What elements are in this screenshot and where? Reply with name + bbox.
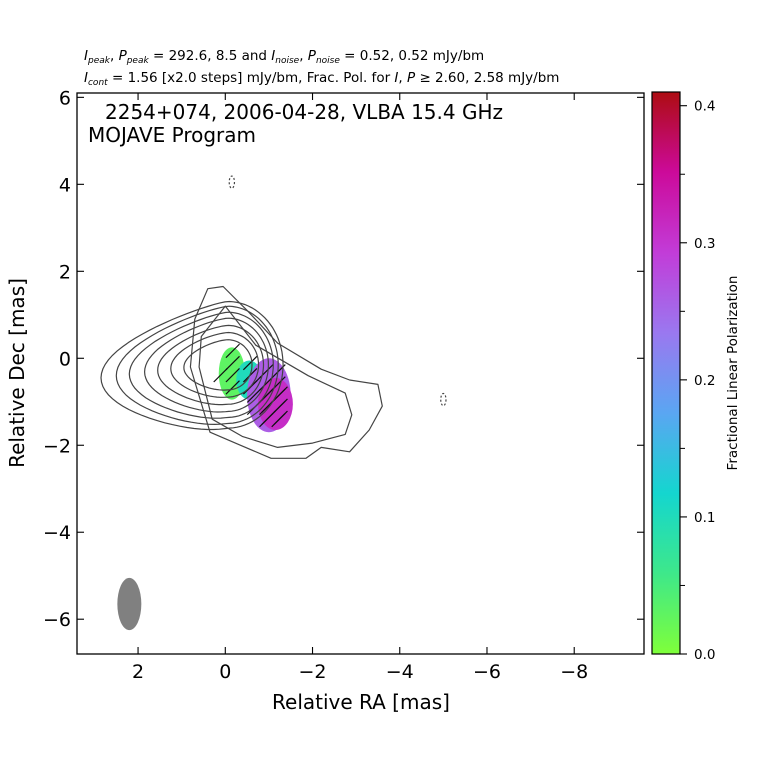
plot-area	[100, 175, 447, 631]
colorbar-tick-label: 0.2	[694, 373, 715, 389]
y-tick-label: 2	[59, 261, 71, 283]
y-tick-label: −6	[43, 609, 71, 631]
x-tick-label: 0	[219, 661, 231, 683]
evpa-stick	[225, 343, 240, 359]
evpa-stick	[225, 368, 240, 383]
x-tick-label: −2	[299, 661, 327, 683]
evpa-stick	[273, 386, 288, 401]
y-axis: 6 4 2 0 −2 −4 −6	[43, 87, 644, 631]
colorbar-tick-label: 0.1	[694, 510, 715, 526]
contour-negative	[440, 392, 447, 407]
x-tick-label: 2	[132, 661, 144, 683]
contour-level	[170, 331, 260, 398]
chart-title: 2254+074, 2006-04-28, VLBA 15.4 GHz	[105, 100, 503, 124]
contour-secondary	[198, 305, 353, 448]
y-tick-label: −4	[43, 522, 71, 544]
colorbar-tick-label: 0.4	[694, 99, 715, 115]
colorbar-tick-label: 0.3	[694, 236, 715, 252]
x-axis-label: Relative RA [mas]	[272, 690, 450, 714]
contour-level	[128, 311, 274, 419]
contour-level	[143, 317, 270, 413]
evpa-stick	[225, 380, 240, 395]
x-tick-label: −8	[560, 661, 588, 683]
polarization-region-jet-knot-b	[258, 377, 293, 431]
y-tick-label: 4	[59, 174, 71, 196]
colorbar-ticks: 0.0 0.1 0.2 0.3 0.4	[680, 99, 715, 663]
evpa-stick	[273, 410, 288, 426]
colorbar-label: Fractional Linear Polarization	[725, 276, 741, 471]
plot-frame	[76, 92, 645, 655]
header-line-contours: Icont = 1.56 [x2.0 steps] mJy/bm, Frac. …	[84, 70, 560, 88]
header-line-intensity: Ipeak, Ppeak = 292.6, 8.5 and Inoise, Pn…	[84, 48, 485, 66]
y-tick-label: −2	[43, 435, 71, 457]
evpa-stick	[242, 355, 258, 371]
evpa-stick	[273, 398, 288, 413]
x-tick-label: −4	[386, 661, 414, 683]
evpa-stick	[246, 388, 262, 403]
x-axis: 2 0 −2 −4 −6 −8	[132, 93, 588, 683]
y-axis-label: Relative Dec [mas]	[5, 278, 29, 468]
contour-negative	[228, 175, 236, 189]
evpa-stick	[259, 376, 274, 391]
contour-level	[100, 300, 284, 431]
y-tick-label: 6	[59, 87, 71, 109]
contour-level	[115, 305, 279, 426]
y-tick-label: 0	[59, 348, 71, 370]
evpa-stick	[213, 368, 228, 383]
evpa-stick	[261, 410, 276, 426]
contour-outer	[189, 285, 383, 459]
colorbar	[651, 91, 681, 655]
evpa-stick	[225, 355, 240, 371]
beam-ellipse	[117, 577, 142, 631]
x-tick-label: −6	[473, 661, 501, 683]
contour-level	[157, 324, 265, 406]
colorbar-tick-label: 0.0	[694, 647, 715, 663]
chart-subtitle: MOJAVE Program	[88, 123, 256, 147]
contour-level	[183, 339, 253, 391]
